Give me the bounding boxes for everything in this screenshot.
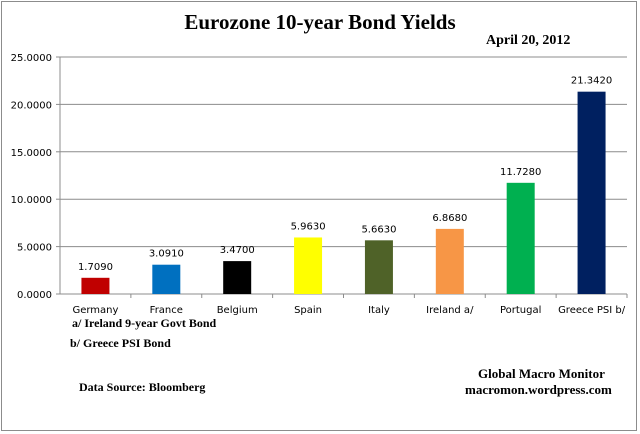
x-tick-label: Greece PSI b/ (558, 305, 626, 316)
data-source: Data Source: Bloomberg (79, 380, 206, 394)
data-label: 5.6630 (361, 224, 396, 235)
x-tick-label: Ireland a/ (426, 305, 474, 316)
y-tick-label: 25.0000 (11, 53, 52, 64)
x-tick-label: Portugal (500, 305, 541, 316)
chart-title: Eurozone 10-year Bond Yields (184, 10, 456, 34)
bar (506, 182, 535, 294)
bar (364, 240, 393, 294)
bar (577, 91, 606, 294)
brand-name: Global Macro Monitor (478, 366, 605, 381)
data-label: 21.3420 (571, 76, 612, 87)
data-label: 3.4700 (220, 245, 255, 256)
x-tick-label: Belgium (217, 305, 258, 316)
footnote-b: b/ Greece PSI Bond (70, 336, 171, 350)
y-tick-label: 15.0000 (11, 148, 52, 159)
bar (223, 261, 252, 294)
bar (294, 237, 323, 294)
bar (435, 228, 464, 294)
brand-url: macromon.wordpress.com (465, 382, 612, 397)
y-tick-label: 20.0000 (11, 100, 52, 111)
chart-date: April 20, 2012 (486, 33, 571, 48)
y-tick-label: 0.0000 (17, 290, 52, 301)
bar (152, 264, 181, 294)
data-label: 11.7280 (500, 167, 541, 178)
data-label: 3.0910 (149, 249, 184, 260)
footnote-a: a/ Ireland 9-year Govt Bond (72, 316, 217, 330)
bar (81, 277, 110, 294)
data-label: 6.8680 (432, 213, 467, 224)
y-tick-label: 5.0000 (17, 243, 52, 254)
data-label: 5.9630 (291, 221, 326, 232)
x-tick-label: Italy (368, 305, 390, 316)
y-tick-label: 10.0000 (11, 195, 52, 206)
x-tick-label: France (150, 305, 183, 316)
data-label: 1.7090 (78, 262, 113, 273)
x-tick-label: Germany (72, 305, 118, 316)
x-tick-label: Spain (294, 305, 322, 316)
